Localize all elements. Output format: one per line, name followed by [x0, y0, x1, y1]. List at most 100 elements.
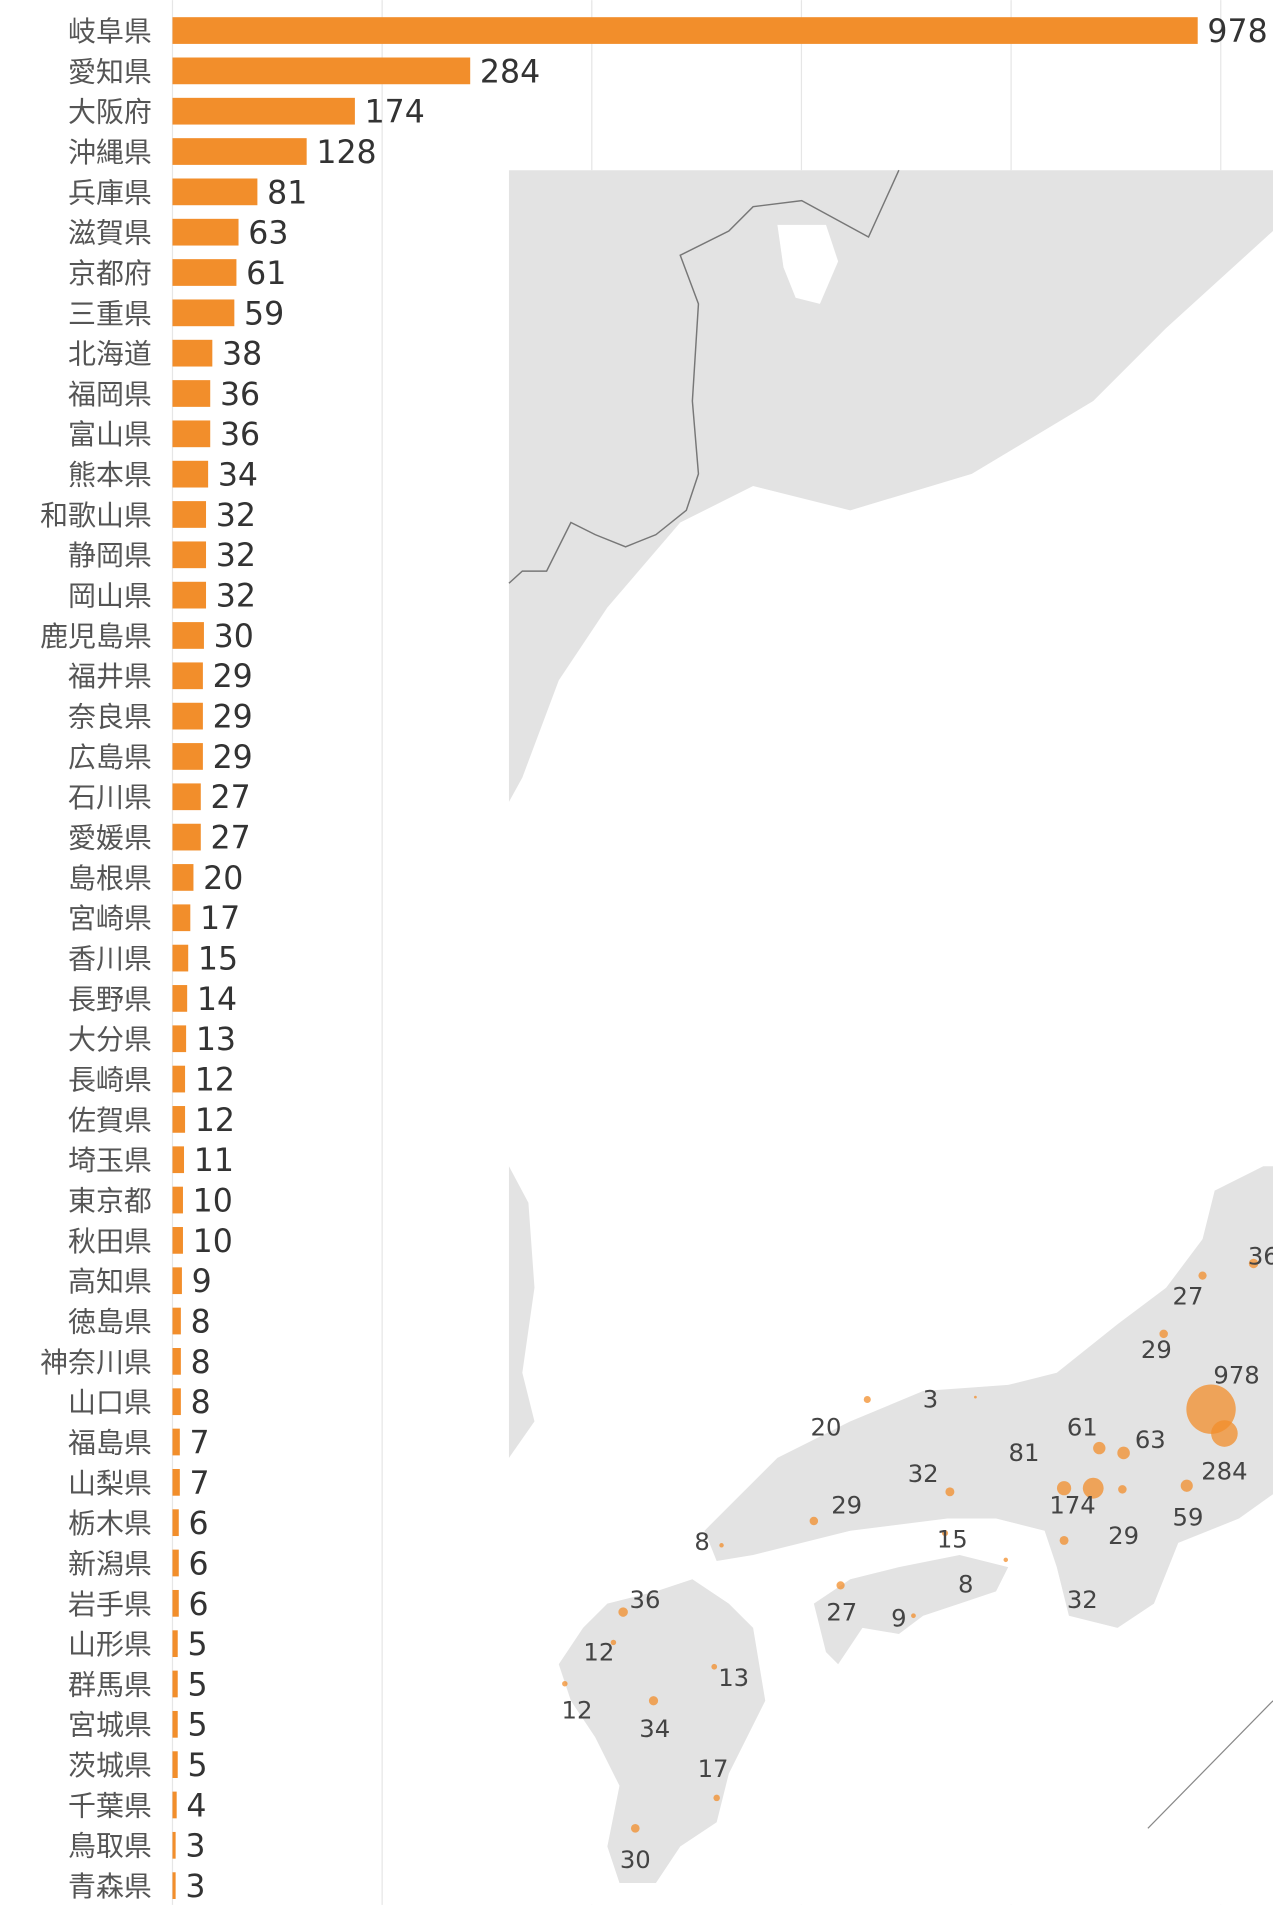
bar: [172, 864, 193, 891]
bar: [172, 138, 306, 165]
bar: [172, 1388, 180, 1415]
bar: [172, 743, 202, 770]
bar: [172, 582, 206, 609]
category-label: 長野県: [68, 983, 152, 1016]
bar: [172, 1187, 182, 1214]
bar: [172, 1872, 175, 1899]
value-label: 15: [198, 942, 238, 978]
bar: [172, 1267, 181, 1294]
value-label: 81: [267, 175, 307, 211]
map-bubble: [1211, 1420, 1238, 1447]
bar: [172, 622, 203, 649]
category-label: 山梨県: [68, 1467, 152, 1500]
value-label: 8: [191, 1345, 211, 1381]
map-bubble: [1181, 1480, 1193, 1492]
category-label: 北海道: [68, 338, 152, 371]
map-bubble: [1060, 1536, 1069, 1545]
category-label: 千葉県: [68, 1789, 152, 1822]
value-label: 12: [195, 1103, 235, 1139]
bar: [172, 178, 257, 205]
value-label: 128: [316, 135, 376, 171]
bar: [172, 985, 187, 1012]
category-label: 香川県: [68, 943, 152, 976]
bar: [172, 58, 470, 85]
bar: [172, 1671, 177, 1698]
value-label: 3: [185, 1869, 205, 1905]
chart: 岐阜県978愛知県284大阪府174沖縄県128兵庫県81滋賀県63京都府61三…: [0, 0, 1273, 1905]
value-label: 5: [187, 1667, 207, 1703]
bar: [172, 299, 234, 326]
bar: [172, 1106, 185, 1133]
map-label: 27: [826, 1597, 857, 1626]
map-label: 9: [891, 1603, 906, 1632]
bar: [172, 783, 200, 810]
map-bubble: [618, 1607, 627, 1616]
category-label: 和歌山県: [40, 499, 152, 532]
map-label: 81: [1009, 1438, 1040, 1467]
category-label: 宮崎県: [68, 902, 152, 935]
map-bubble: [1198, 1272, 1206, 1280]
map-bubble: [1057, 1481, 1071, 1495]
bar: [172, 1550, 178, 1577]
category-label: 埼玉県: [68, 1144, 152, 1177]
map-bubble: [1117, 1447, 1130, 1460]
bar: [172, 259, 236, 286]
map-bubble: [631, 1824, 640, 1833]
value-label: 8: [191, 1304, 211, 1340]
bar: [172, 461, 208, 488]
bar: [172, 17, 1197, 44]
value-label: 61: [246, 256, 286, 292]
value-label: 5: [187, 1627, 207, 1663]
value-label: 12: [195, 1063, 235, 1099]
value-label: 20: [203, 861, 243, 897]
map-label: 8: [694, 1527, 709, 1556]
map-label: 17: [698, 1754, 729, 1783]
value-label: 30: [214, 619, 254, 655]
value-label: 32: [216, 498, 256, 534]
value-label: 5: [187, 1748, 207, 1784]
map-label: 59: [1173, 1503, 1204, 1532]
category-label: 徳島県: [68, 1305, 152, 1338]
bar: [172, 904, 190, 931]
map-label: 15: [937, 1524, 968, 1553]
category-label: 福岡県: [68, 378, 152, 411]
category-label: 長崎県: [68, 1064, 152, 1097]
category-label: 秋田県: [68, 1225, 152, 1258]
page: {"chart_data": {"type": "bar", "orientat…: [0, 0, 1273, 1905]
bar: [172, 1146, 184, 1173]
category-label: 群馬県: [68, 1668, 152, 1701]
value-label: 3: [185, 1829, 205, 1865]
map-label: 284: [1201, 1456, 1247, 1485]
bar: [172, 501, 206, 528]
map-label: 61: [1067, 1413, 1098, 1442]
category-label: 岡山県: [68, 580, 152, 613]
map-label: 34: [639, 1714, 670, 1743]
value-label: 32: [216, 579, 256, 615]
map-bubble: [974, 1396, 977, 1399]
value-label: 29: [213, 659, 253, 695]
map-label: 12: [562, 1696, 593, 1725]
value-label: 4: [186, 1788, 206, 1824]
bar: [172, 1590, 178, 1617]
value-label: 17: [200, 901, 240, 937]
value-label: 59: [244, 296, 284, 332]
value-label: 8: [191, 1385, 211, 1421]
category-label: 熊本県: [68, 459, 152, 492]
map-bubble: [945, 1487, 954, 1496]
map-bubble: [1093, 1442, 1105, 1454]
bar: [172, 1308, 180, 1335]
map-bubble: [836, 1581, 844, 1589]
value-label: 29: [213, 700, 253, 736]
category-label: 岐阜県: [68, 15, 152, 48]
map-bubble: [719, 1543, 723, 1547]
bar: [172, 1348, 180, 1375]
map-label: 29: [831, 1490, 862, 1519]
value-label: 32: [216, 538, 256, 574]
category-label: 新潟県: [68, 1547, 152, 1580]
map-label: 3: [923, 1385, 938, 1414]
bar: [172, 1429, 179, 1456]
value-label: 27: [211, 780, 251, 816]
map-label: 30: [620, 1845, 651, 1874]
category-label: 福井県: [68, 660, 152, 693]
map-bubble: [1004, 1558, 1008, 1562]
